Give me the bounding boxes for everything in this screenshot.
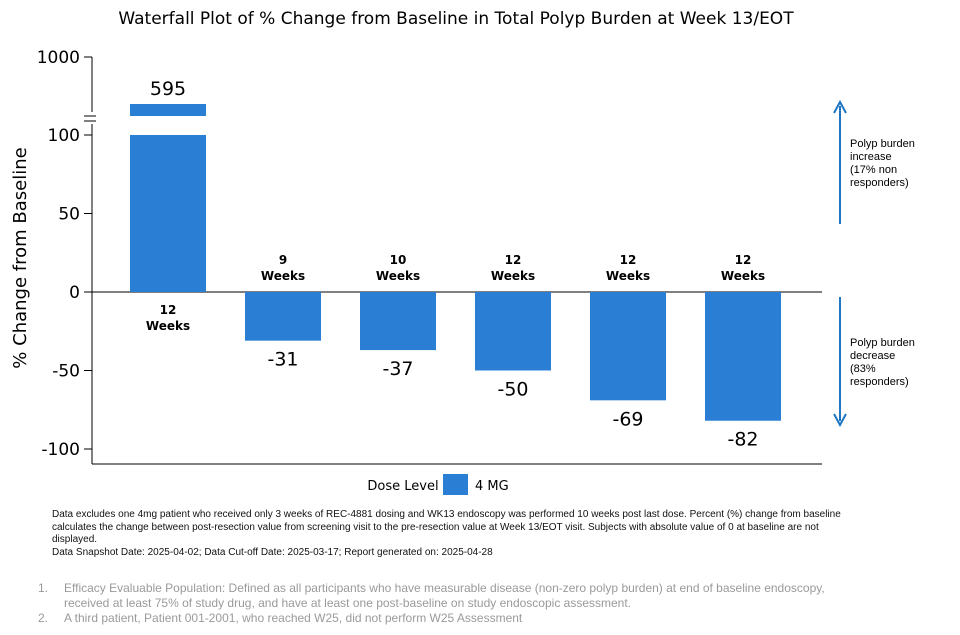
duration-label: 12 — [160, 303, 177, 317]
value-label: 595 — [150, 78, 186, 100]
value-label: -50 — [497, 379, 528, 401]
legend: Dose Level 4 MG — [367, 474, 509, 495]
footnote-text: Efficacy Evaluable Population: Defined a… — [64, 581, 825, 610]
duration-label: Weeks — [606, 269, 650, 283]
axes: 1000 100 50 0 -50 -100 — [37, 48, 822, 465]
bar-labels: 595 12 Weeks -31 9 Weeks -37 10 Weeks -50 12 Weeks -… — [146, 78, 765, 451]
footnote-number: 1. — [38, 581, 49, 595]
increase-annotation: Polyp burden — [850, 138, 915, 150]
duration-label: 9 — [279, 253, 287, 267]
legend-swatch — [443, 474, 468, 495]
footnote-2: 2. A third patient, Patient 001-2001, wh… — [38, 611, 858, 626]
duration-label: Weeks — [491, 269, 535, 283]
decrease-annotation: responders) — [850, 376, 909, 388]
bar — [245, 292, 321, 341]
duration-label: Weeks — [261, 269, 305, 283]
decrease-arrowhead — [833, 413, 847, 428]
duration-label: Weeks — [146, 319, 190, 333]
value-label: -82 — [727, 429, 758, 451]
duration-label: 10 — [390, 253, 407, 267]
bar — [705, 292, 781, 421]
duration-label: Weeks — [376, 269, 420, 283]
y-tick-label: -50 — [52, 362, 80, 382]
bar — [475, 292, 551, 371]
chart-title: Waterfall Plot of % Change from Baseline… — [118, 9, 794, 29]
y-axis-label: % Change from Baseline — [10, 147, 31, 368]
bar-top-segment — [130, 104, 206, 116]
legend-label: 4 MG — [475, 479, 509, 494]
bar — [130, 135, 206, 292]
increase-annotation: increase — [850, 151, 892, 163]
increase-annotation: responders) — [850, 177, 909, 189]
waterfall-chart: Waterfall Plot of % Change from Baseline… — [10, 9, 915, 495]
legend-title: Dose Level — [367, 479, 438, 494]
y-tick-label: -100 — [41, 440, 80, 460]
increase-arrowhead — [833, 99, 847, 114]
increase-annotation: (17% non — [850, 164, 897, 176]
data-notes: Data excludes one 4mg patient who receiv… — [52, 509, 852, 559]
footnotes: 1. Efficacy Evaluable Population: Define… — [38, 581, 858, 626]
y-tick-label: 0 — [69, 283, 80, 303]
value-label: -69 — [612, 408, 643, 430]
footnote-number: 2. — [38, 611, 49, 625]
bar — [590, 292, 666, 401]
snapshot-dates: Data Snapshot Date: 2025-04-02; Data Cut… — [52, 546, 493, 558]
decrease-annotation: decrease — [850, 350, 895, 362]
value-label: -37 — [382, 358, 413, 380]
y-tick-label: 50 — [58, 205, 80, 225]
duration-label: 12 — [620, 253, 637, 267]
bar — [360, 292, 436, 351]
footnote-text: A third patient, Patient 001-2001, who r… — [64, 611, 523, 625]
notes-text: Data excludes one 4mg patient who receiv… — [52, 509, 841, 545]
bars — [130, 104, 781, 421]
y-tick-label: 1000 — [37, 48, 80, 68]
y-tick-label: 100 — [48, 126, 80, 146]
decrease-annotation: Polyp burden — [850, 337, 915, 349]
value-label: -31 — [267, 349, 298, 371]
duration-label: 12 — [505, 253, 522, 267]
duration-label: Weeks — [721, 269, 765, 283]
decrease-annotation: (83% — [850, 363, 876, 375]
duration-label: 12 — [735, 253, 752, 267]
footnote-1: 1. Efficacy Evaluable Population: Define… — [38, 581, 858, 611]
